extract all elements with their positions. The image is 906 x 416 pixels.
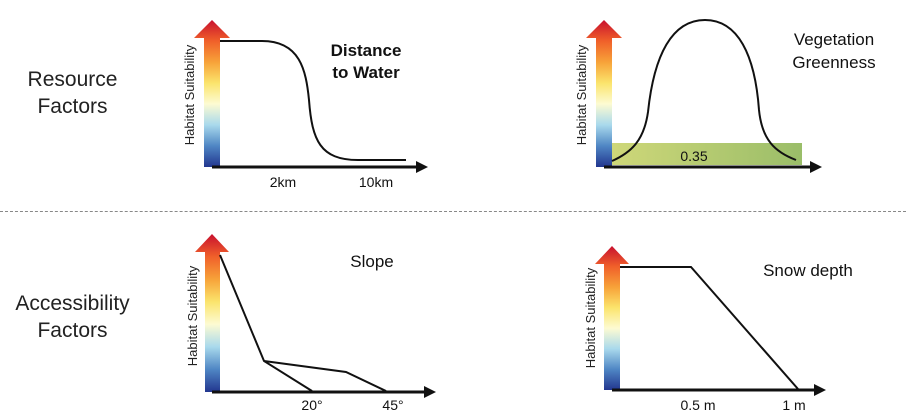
section-divider [0, 211, 906, 212]
row-label-line2: Factors [37, 95, 108, 118]
panel-title: Snow depth [763, 261, 853, 280]
suitability-curve [220, 40, 406, 161]
panel-title-line1: Distance [331, 41, 402, 60]
vegetation-band [612, 143, 802, 165]
x-axis-arrowhead [814, 384, 826, 396]
suitability-curve [620, 266, 799, 390]
panel-vegetation-greenness: Habitat Suitability 0.35 Vegetation Gree… [574, 18, 876, 173]
panel-title-line1: Vegetation [794, 30, 874, 49]
x-tick-label: 45° [382, 397, 403, 413]
row-label-line2: Factors [37, 319, 108, 342]
row-label-line1: Accessibility [15, 292, 130, 315]
gradient-arrow-y [586, 20, 622, 167]
gradient-arrow-y [195, 234, 229, 392]
gradient-arrow-y [595, 246, 629, 390]
x-tick-label: 20° [301, 397, 322, 413]
panel-title-line2: Greenness [792, 53, 875, 72]
suitability-curve-gentle [263, 360, 387, 392]
x-axis-arrowhead [424, 386, 436, 398]
y-axis-label: Habitat Suitability [182, 44, 197, 145]
panel-distance-to-water: Habitat Suitability Distance to Water 2k… [182, 20, 428, 190]
panel-slope: Habitat Suitability Slope 20° 45° [185, 234, 436, 413]
row-label-line1: Resource [27, 68, 118, 91]
panel-title: Slope [350, 252, 393, 271]
y-axis-label: Habitat Suitability [185, 265, 200, 366]
panel-title-line2: to Water [332, 63, 400, 82]
row-label-resource: Resource Factors [0, 66, 145, 120]
suitability-curve [611, 18, 797, 162]
x-tick-label: 10km [359, 174, 393, 190]
y-axis-label: Habitat Suitability [583, 267, 598, 368]
x-axis-arrowhead [810, 161, 822, 173]
x-tick-label: 0.5 m [680, 397, 715, 413]
y-axis-label: Habitat Suitability [574, 44, 589, 145]
panel-snow-depth: Habitat Suitability Snow depth 0.5 m 1 m [583, 246, 853, 413]
x-tick-label: 2km [270, 174, 296, 190]
gradient-arrow-y [194, 20, 230, 167]
x-axis-arrowhead [416, 161, 428, 173]
band-value-label: 0.35 [680, 148, 707, 164]
suitability-curve-steep [219, 254, 313, 392]
x-tick-label: 1 m [782, 397, 805, 413]
row-label-accessibility: Accessibility Factors [0, 290, 145, 344]
